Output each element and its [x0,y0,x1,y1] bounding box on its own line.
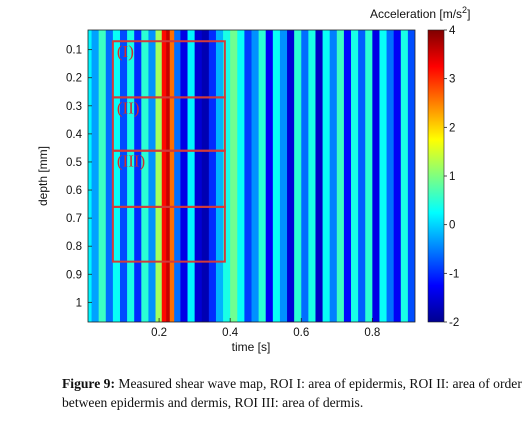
colorbar-tick-label: 0 [449,220,455,232]
x-tick-label: 0.2 [151,327,167,339]
y-tick-label: 0.8 [66,241,82,253]
heat-cell [400,30,409,322]
y-tick-label: 0.2 [66,73,82,85]
heat-cell [358,30,366,322]
roi-boxes: (I) (II) (III) [111,40,226,263]
heat-cell [407,30,415,322]
heat-cell [244,30,253,322]
y-axis-ticks: 0.1 0.2 0.3 0.4 0.5 0.6 0.7 0.8 0.9 1 [66,45,92,309]
heat-cell [372,30,381,322]
roi-label-3: (III) [117,152,145,171]
roi-label-2: (II) [117,98,140,117]
heat-cell [322,30,331,322]
heat-cell [127,30,135,322]
colorbar-tick-label: 4 [449,25,456,37]
heat-cell [194,30,203,322]
x-tick-label: 0.4 [222,327,239,339]
x-tick-label: 0.6 [293,327,309,339]
heat-cell [215,30,224,322]
colorbar: 4 3 2 1 0 -1 -2 Acceleration [m/s2] [370,5,470,329]
heat-cell [365,30,373,322]
plot-frame [87,29,416,323]
roi-label-1: (I) [117,42,134,61]
heat-cell [187,30,196,322]
caption-label: Figure 9: [62,376,115,391]
heat-cell [148,30,157,322]
y-tick-label: 1 [76,297,82,309]
heat-cell [223,30,231,322]
heat-cell [294,30,302,322]
heat-cell [258,30,267,322]
colorbar-tick-label: 2 [449,122,455,134]
roi-box-4 [111,205,226,263]
heat-cell [112,30,121,322]
colorbar-label: Acceleration [m/s2] [370,5,470,21]
figure-caption: Figure 9: Measured shear wave map, ROI I… [62,374,522,412]
shear-wave-figure: (I)(II)(III) 0.2 0.4 0.6 0.8 0.10.20.30.40.… [36,5,470,354]
x-axis-label: time [s] [232,340,271,354]
colorbar-tick-label: -1 [449,268,459,280]
heat-cell [98,30,107,322]
heat-cell [155,30,163,322]
heat-cell [208,30,217,322]
heat-cell [343,30,352,322]
heat-cell [119,30,128,322]
y-tick-label: 0.3 [66,101,82,113]
heat-cell [230,30,238,322]
y-tick-label: 0.6 [66,185,82,197]
y-tick-label: 0.7 [66,213,82,225]
x-tick-label: 0.8 [364,327,380,339]
y-tick-label: 0.4 [66,129,83,141]
caption-text: Measured shear wave map, ROI I: area of … [62,376,522,410]
heat-cell [336,30,345,322]
heat-cell [329,30,338,322]
heat-cell [180,30,189,322]
heat-cell [301,30,309,322]
heat-cell [88,30,93,322]
heat-cell [166,30,171,322]
y-tick-label: 0.1 [66,45,82,57]
colorbar-tick-label: 3 [449,74,455,86]
y-tick-label: 0.9 [66,269,82,281]
heat-cell [279,30,288,322]
colorbar-ticks: 4 3 2 1 0 -1 -2 [444,25,459,329]
heat-cell [251,30,260,322]
colorbar-tick-label: 1 [449,171,455,183]
heat-cell [379,30,388,322]
heat-cell [386,30,395,322]
heatmap-plot-area [88,30,415,322]
heat-cell [393,30,402,322]
heat-cell [237,30,245,322]
y-tick-label: 0.5 [66,157,82,169]
heat-cell [351,30,359,322]
heat-cell [161,30,167,322]
heat-cell [265,30,274,322]
heat-cell [105,30,114,322]
colorbar-tick-label: -2 [449,317,459,329]
heat-cell [134,30,142,322]
x-axis-ticks: 0.2 0.4 0.6 0.8 [151,318,380,339]
y-axis-label: depth [mm] [36,146,50,206]
heat-cell [272,30,281,322]
heat-cell [141,30,150,322]
heat-cell [287,30,295,322]
heat-cell [308,30,317,322]
heat-cell [315,30,324,322]
heat-cell [174,30,182,322]
heat-cell [169,30,175,322]
heat-cell [91,30,100,322]
heat-cell [201,30,210,322]
